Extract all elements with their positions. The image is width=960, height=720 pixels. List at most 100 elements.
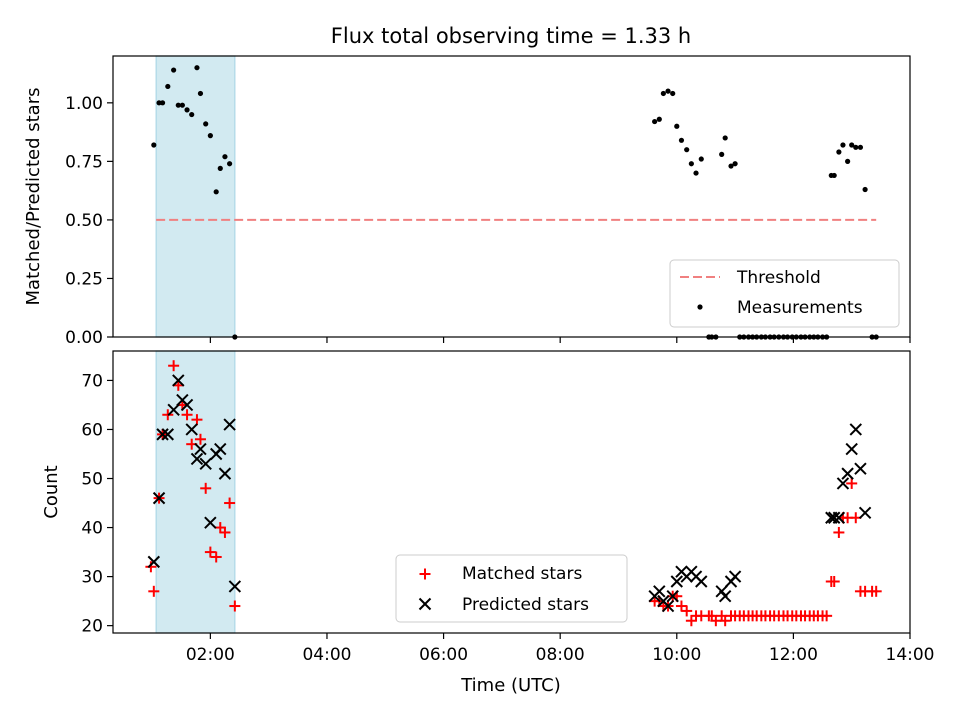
predicted-star-point (670, 575, 683, 588)
measurement-point (175, 102, 181, 108)
predicted-star-point (695, 575, 708, 588)
predicted-star-point (214, 442, 227, 456)
x-tick-label: 12:00 (769, 645, 818, 665)
predicted-star-point (832, 511, 846, 524)
matched-star-point (833, 526, 845, 538)
measurement-point (853, 144, 859, 150)
measurement-point (165, 83, 171, 90)
predicted-star-point (718, 590, 732, 603)
x-tick-label: 10:00 (652, 645, 701, 665)
matched-star-point (191, 414, 203, 426)
matched-star-point (168, 360, 180, 372)
predicted-star-point (728, 570, 742, 583)
matched-star-point (148, 585, 160, 597)
predicted-star-point (827, 511, 841, 524)
measurement-point (670, 90, 676, 97)
predicted-star-point (152, 491, 166, 505)
measurement-point (207, 133, 213, 139)
time-xlabel: Time (UTC) (460, 675, 561, 696)
measurement-point (656, 116, 662, 122)
measurement-point (688, 161, 694, 167)
legend-matched-label: Matched stars (462, 564, 582, 584)
measurement-point (831, 172, 837, 179)
matched-star-point (229, 600, 241, 612)
legend-box (669, 259, 900, 328)
predicted-star-point (218, 467, 232, 480)
y-tick-label: 0.25 (65, 269, 103, 289)
y-tick-label: 60 (81, 420, 103, 440)
predicted-star-point (180, 398, 194, 412)
measurement-point (197, 90, 204, 97)
measurement-point (652, 118, 658, 125)
matched-star-point (181, 409, 193, 421)
y-tick-label: 40 (81, 519, 103, 539)
predicted-star-point (156, 428, 169, 441)
matched-star-point (204, 546, 216, 558)
x-tick-label: 04:00 (302, 645, 351, 665)
predicted-star-point (194, 442, 207, 456)
legend-box (395, 554, 628, 623)
y-tick-label: 50 (81, 470, 103, 490)
ratio-ylabel: Matched/Predicted stars (23, 88, 44, 306)
measurement-point (171, 67, 177, 73)
predicted-star-point (172, 374, 185, 387)
measurement-point (719, 151, 725, 157)
predicted-star-point (845, 442, 858, 456)
predicted-star-point (204, 516, 217, 529)
count-panel-frame (112, 350, 911, 634)
predicted-star-point (228, 580, 242, 593)
matched-star-point (710, 615, 722, 627)
measurement-point (194, 65, 200, 71)
predicted-star-point (858, 506, 872, 520)
measurement-point (836, 149, 842, 155)
predicted-star-point (190, 452, 204, 466)
predicted-star-point (854, 462, 867, 475)
y-tick-label: 20 (81, 617, 103, 637)
chart-title: Flux total observing time = 1.33 h (331, 24, 691, 48)
measurement-point (857, 144, 864, 150)
measurement-point (698, 156, 704, 162)
predicted-star-point (147, 555, 161, 569)
count-panel: 20 30 40 50 60 70 02:00 04:00 06:00 08:00 10:00 12… (41, 350, 935, 696)
legend-predicted-label: Predicted stars (462, 595, 589, 615)
predicted-star-point (185, 423, 198, 436)
matched-star-point (846, 477, 858, 489)
measurement-point (840, 142, 846, 148)
x-tick-label: 06:00 (419, 645, 468, 665)
measurement-point (151, 142, 157, 148)
measurement-point (845, 158, 851, 164)
measurement-point (222, 154, 228, 160)
measurement-point (674, 123, 680, 129)
matched-star-point (719, 615, 731, 627)
y-tick-label: 70 (81, 371, 103, 391)
measurement-point (660, 90, 666, 97)
matched-star-point (210, 551, 222, 563)
ratio-legend: Threshold Measurements (669, 259, 900, 328)
x-tick-label: 08:00 (536, 645, 585, 665)
matched-star-point (870, 585, 882, 597)
observing-window-span (155, 55, 236, 338)
x-tick-label: 14:00 (886, 645, 935, 665)
count-ylabel: Count (41, 465, 62, 518)
x-tick-label: 02:00 (186, 645, 235, 665)
matched-star-point (194, 433, 206, 445)
measurement-point (179, 102, 185, 108)
matched-star-point (200, 482, 212, 494)
matched-star-point (675, 600, 687, 612)
predicted-star-point (836, 477, 850, 490)
ratio-panel: 0.00 0.25 0.50 0.75 1.00 Matched/Predicted s… (23, 55, 911, 348)
predicted-star-point (666, 590, 679, 603)
measurement-point (678, 137, 685, 143)
measurement-point (849, 142, 855, 148)
predicted-star-point (161, 428, 175, 441)
predicted-star-point (661, 599, 675, 613)
y-tick-label: 30 (81, 568, 103, 588)
measurement-point (159, 100, 166, 106)
legend-measurements-swatch (697, 304, 703, 310)
legend-predicted-swatch (418, 597, 432, 611)
ratio-panel-frame (112, 55, 911, 338)
measurement-point (684, 147, 690, 153)
legend-measurements-label: Measurements (737, 298, 863, 318)
y-tick-label: 0.50 (65, 211, 103, 231)
